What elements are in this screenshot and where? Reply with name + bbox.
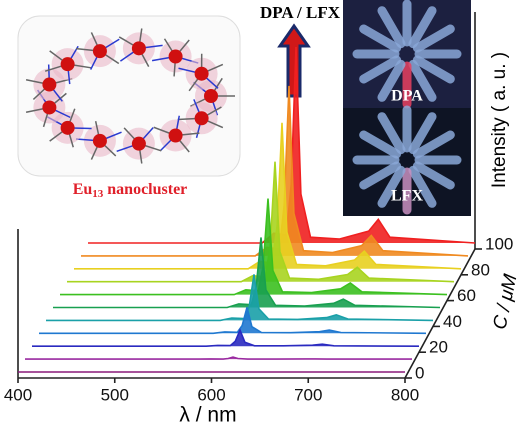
atom xyxy=(131,136,146,151)
z-tick-label: 60 xyxy=(457,286,476,305)
photo-label: LFX xyxy=(391,188,423,205)
z-tick-label: 20 xyxy=(429,338,448,357)
atom xyxy=(168,49,183,64)
spectrum xyxy=(60,198,448,296)
tube xyxy=(412,130,455,159)
decoration xyxy=(17,0,471,216)
atom xyxy=(42,100,57,115)
tube xyxy=(377,112,406,155)
tube xyxy=(412,55,455,84)
z-tick-label: 80 xyxy=(471,260,490,279)
x-axis-label: λ / nm xyxy=(179,404,236,427)
x-tick-label: 700 xyxy=(294,385,322,404)
label-part: nanocluster xyxy=(103,181,187,198)
tube xyxy=(359,24,402,53)
tube xyxy=(408,165,437,208)
z-axis-label: C / μM xyxy=(489,272,520,331)
tube xyxy=(359,130,402,159)
tube xyxy=(377,6,406,49)
tube xyxy=(412,161,455,190)
tube xyxy=(359,55,402,84)
tube xyxy=(377,165,406,208)
x-tick-label: 600 xyxy=(197,385,225,404)
y-axis-label: Intensity ( a. u. ) xyxy=(489,52,510,188)
label-part: Eu xyxy=(73,181,93,198)
x-tick-label: 400 xyxy=(4,385,32,404)
atom xyxy=(42,77,57,92)
tube xyxy=(408,6,437,49)
tubes xyxy=(352,0,462,215)
tube xyxy=(359,161,402,190)
spectrum xyxy=(25,356,412,360)
spectrum xyxy=(53,237,441,309)
spectrum xyxy=(39,307,427,335)
tube xyxy=(377,59,406,102)
photo-label: DPA xyxy=(391,88,423,105)
label-part: 13 xyxy=(92,188,104,200)
atom xyxy=(92,133,107,148)
spectrum-fill xyxy=(53,237,440,308)
x-tick-label: 800 xyxy=(391,385,419,404)
tube xyxy=(408,112,437,155)
z-tick-label: 0 xyxy=(415,363,424,382)
atom xyxy=(60,120,75,135)
z-tick-label: 100 xyxy=(485,234,513,253)
atom xyxy=(204,89,218,103)
atom xyxy=(131,41,146,56)
arrow-label: DPA / LFX xyxy=(260,3,341,22)
atom xyxy=(92,44,107,59)
x-tick-label: 500 xyxy=(101,385,129,404)
tube xyxy=(408,59,437,102)
spectrum xyxy=(32,328,420,347)
axis-line xyxy=(404,248,476,379)
plot: 400 500 600 700 800 0 20 40 60 80 100 xyxy=(4,12,513,404)
tube xyxy=(412,24,455,53)
atom xyxy=(194,111,209,126)
atom xyxy=(168,128,183,143)
spectrum xyxy=(67,161,455,283)
atom xyxy=(194,66,209,81)
cluster-image xyxy=(25,28,235,164)
spectrum xyxy=(46,274,434,322)
atom xyxy=(60,57,75,72)
z-tick-label: 40 xyxy=(443,312,462,331)
cluster-label: Eu13 nanocluster xyxy=(73,181,188,200)
